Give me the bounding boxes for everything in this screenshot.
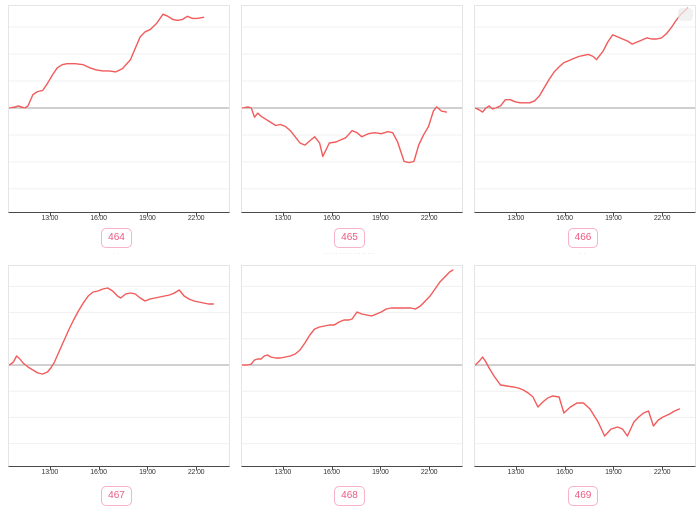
x-tick-label: 19:00 xyxy=(605,215,622,222)
chart-plot-area[interactable] xyxy=(474,265,696,467)
x-tick-label: 19:00 xyxy=(372,215,389,222)
chart-title: · · xyxy=(579,252,587,257)
x-tick-mark xyxy=(380,213,382,216)
chart-plot-area[interactable] xyxy=(8,5,230,213)
x-tick-label: 13:00 xyxy=(274,469,292,476)
x-tick-mark xyxy=(98,213,100,216)
x-tick-mark xyxy=(662,467,664,470)
x-tick-label: 22:00 xyxy=(653,469,671,476)
x-axis: 13:00 16:00 19:00 22:00 xyxy=(233,213,466,227)
line-chart-svg xyxy=(9,13,229,190)
x-tick-label: 22:00 xyxy=(420,215,438,222)
x-axis: 13:00 16:00 19:00 22:00 xyxy=(466,467,700,481)
x-tick-label: 22:00 xyxy=(420,469,438,476)
x-tick-label: 16:00 xyxy=(90,215,107,222)
x-tick-label: 16:00 xyxy=(90,469,107,476)
chart-plot-area[interactable] xyxy=(474,5,696,213)
chart-id-badge[interactable]: 464 xyxy=(101,228,132,248)
x-tick-mark xyxy=(331,467,333,470)
x-tick-mark xyxy=(380,467,382,470)
x-tick-mark xyxy=(49,213,51,216)
x-tick-mark xyxy=(564,467,566,470)
x-tick-mark xyxy=(429,467,431,470)
chart-card-466: · · 13:00 16:00 19:00 22:00 466 xyxy=(466,0,700,250)
chart-title: ··· ·· ····· ····· ··· xyxy=(323,252,376,257)
x-tick-mark xyxy=(196,467,198,470)
x-tick-label: 22:00 xyxy=(187,469,205,476)
x-tick-mark xyxy=(515,467,517,470)
x-axis: 13:00 16:00 19:00 22:00 xyxy=(466,213,700,227)
chart-id-badge[interactable]: 466 xyxy=(567,228,599,248)
x-tick-mark xyxy=(196,213,198,216)
chart-card-468: ··· ·· ····· ····· ··· 13:00 16:00 19:00 22… xyxy=(233,250,466,509)
chart-title: · · · xyxy=(256,0,442,1)
x-tick-mark xyxy=(147,213,149,216)
x-tick-label: 16:00 xyxy=(323,469,340,476)
chart-title: · · xyxy=(113,252,120,257)
chart-plot-area[interactable] xyxy=(241,5,463,213)
x-tick-mark xyxy=(564,213,566,216)
x-tick-mark xyxy=(282,213,284,216)
chart-card-469: · · 13:00 16:00 19:00 22:00 469 xyxy=(466,250,700,509)
x-tick-mark xyxy=(515,213,517,216)
badge-row: 465 xyxy=(233,227,466,248)
badge-row: 467 xyxy=(0,485,233,506)
chart-id-badge[interactable]: 467 xyxy=(101,486,132,506)
x-tick-mark xyxy=(98,467,100,470)
x-tick-mark xyxy=(331,213,333,216)
badge-row: 466 xyxy=(466,227,700,248)
chart-title: · · xyxy=(489,0,676,1)
x-axis: 13:00 16:00 19:00 22:00 xyxy=(0,213,233,227)
chart-card-465: · · · 13:00 16:00 19:00 22:00 465 xyxy=(233,0,466,250)
x-tick-label: 13:00 xyxy=(507,469,525,476)
x-tick-label: 19:00 xyxy=(372,469,389,476)
badge-row: 468 xyxy=(233,485,466,506)
x-tick-mark xyxy=(147,467,149,470)
line-chart-svg xyxy=(9,285,229,445)
chart-plot-area[interactable] xyxy=(8,265,230,467)
x-tick-mark xyxy=(662,213,664,216)
x-tick-label: 22:00 xyxy=(653,215,671,222)
chart-id-badge[interactable]: 469 xyxy=(567,486,599,506)
line-chart-svg xyxy=(475,7,695,190)
x-tick-label: 16:00 xyxy=(556,215,573,222)
plotly-watermark-icon[interactable] xyxy=(678,8,693,21)
badge-row: 469 xyxy=(466,485,700,506)
chart-id-badge[interactable]: 468 xyxy=(334,486,365,506)
x-tick-label: 16:00 xyxy=(323,215,340,222)
x-tick-label: 13:00 xyxy=(41,469,59,476)
x-tick-mark xyxy=(613,467,615,470)
chart-card-467: · · 13:00 16:00 19:00 22:00 467 xyxy=(0,250,233,509)
x-tick-label: 13:00 xyxy=(41,215,59,222)
x-tick-label: 16:00 xyxy=(556,469,573,476)
x-axis: 13:00 16:00 19:00 22:00 xyxy=(233,467,466,481)
line-chart-svg xyxy=(242,26,462,190)
x-tick-mark xyxy=(613,213,615,216)
x-tick-label: 13:00 xyxy=(274,215,292,222)
line-chart-svg xyxy=(475,285,695,445)
x-tick-mark xyxy=(49,467,51,470)
chart-id-badge[interactable]: 465 xyxy=(334,228,365,248)
x-tick-label: 19:00 xyxy=(139,215,156,222)
x-tick-label: 19:00 xyxy=(605,469,622,476)
x-tick-label: 13:00 xyxy=(507,215,525,222)
chart-card-464: · · 13:00 16:00 19:00 22:00 464 xyxy=(0,0,233,250)
badge-row: 464 xyxy=(0,227,233,248)
x-axis: 13:00 16:00 19:00 22:00 xyxy=(0,467,233,481)
line-chart-svg xyxy=(242,269,462,445)
x-tick-mark xyxy=(429,213,431,216)
x-tick-label: 19:00 xyxy=(139,469,156,476)
x-tick-label: 22:00 xyxy=(187,215,205,222)
x-tick-mark xyxy=(282,467,284,470)
chart-title: · · xyxy=(23,0,209,1)
chart-plot-area[interactable] xyxy=(241,265,463,467)
